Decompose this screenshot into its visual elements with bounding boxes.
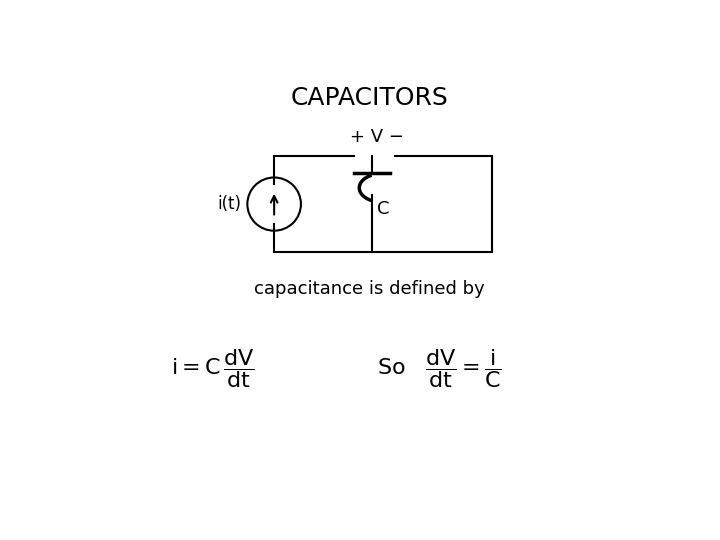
Text: C: C [377, 200, 390, 218]
Text: + V −: + V − [351, 128, 405, 146]
Text: $\mathrm{\dfrac{dV}{dt} = \dfrac{i}{C}}$: $\mathrm{\dfrac{dV}{dt} = \dfrac{i}{C}}$ [426, 347, 503, 390]
Text: capacitance is defined by: capacitance is defined by [253, 280, 485, 298]
Text: i(t): i(t) [217, 195, 242, 213]
Text: $\mathrm{i = C\,\dfrac{dV}{dt}}$: $\mathrm{i = C\,\dfrac{dV}{dt}}$ [171, 347, 255, 390]
Text: CAPACITORS: CAPACITORS [290, 85, 448, 110]
Text: $\mathrm{So}$: $\mathrm{So}$ [377, 359, 405, 379]
